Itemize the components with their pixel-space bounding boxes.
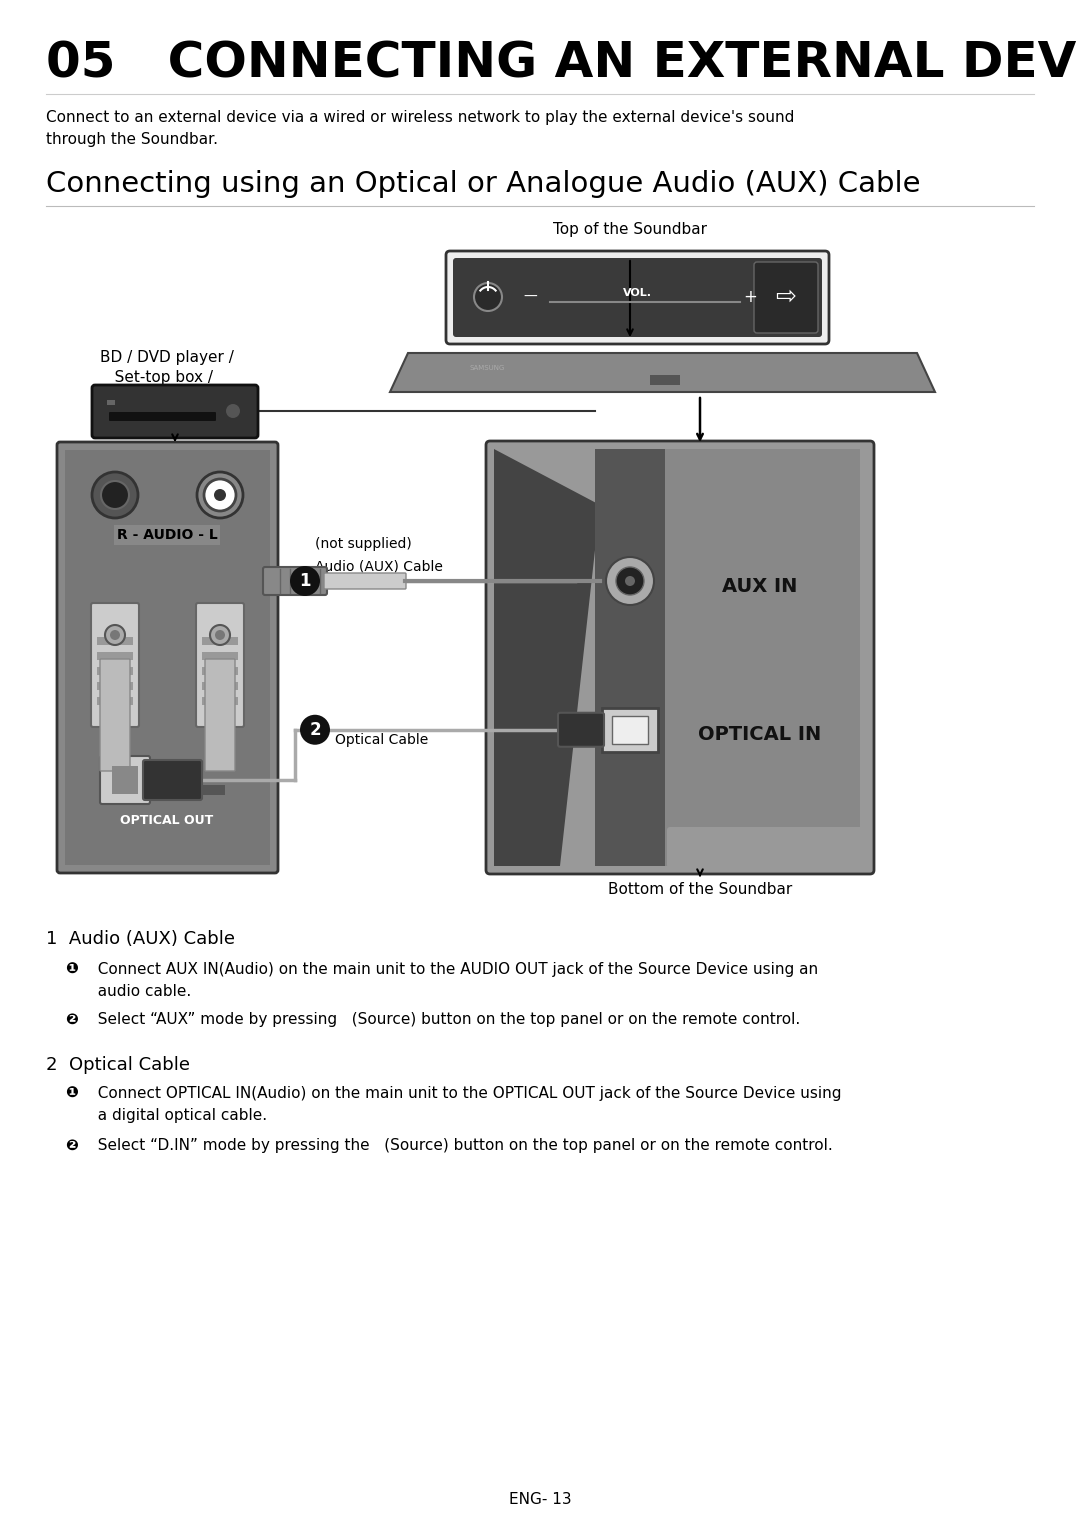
FancyBboxPatch shape — [486, 441, 874, 873]
FancyBboxPatch shape — [453, 257, 822, 337]
FancyBboxPatch shape — [100, 755, 150, 804]
Circle shape — [625, 576, 635, 587]
FancyBboxPatch shape — [558, 712, 604, 746]
FancyBboxPatch shape — [612, 715, 648, 743]
Text: Connect OPTICAL IN(Audio) on the main unit to the OPTICAL OUT jack of the Source: Connect OPTICAL IN(Audio) on the main un… — [87, 1086, 841, 1102]
Text: +: + — [743, 288, 757, 306]
Text: ENG- 13: ENG- 13 — [509, 1492, 571, 1507]
Text: 1  Audio (AUX) Cable: 1 Audio (AUX) Cable — [46, 930, 235, 948]
FancyBboxPatch shape — [195, 604, 244, 728]
Text: R - AUDIO - L: R - AUDIO - L — [117, 529, 217, 542]
FancyBboxPatch shape — [57, 443, 278, 873]
Text: Connect to an external device via a wired or wireless network to play the extern: Connect to an external device via a wire… — [46, 110, 795, 126]
FancyBboxPatch shape — [92, 385, 258, 438]
FancyBboxPatch shape — [595, 449, 665, 866]
FancyBboxPatch shape — [100, 659, 130, 771]
FancyBboxPatch shape — [202, 666, 238, 676]
Text: VOL.: VOL. — [622, 288, 651, 299]
Text: —: — — [523, 290, 537, 303]
Text: Select “AUX” mode by pressing   (Source) button on the top panel or on the remot: Select “AUX” mode by pressing (Source) b… — [87, 1013, 800, 1026]
FancyBboxPatch shape — [264, 567, 327, 594]
Text: 2: 2 — [309, 720, 321, 738]
FancyBboxPatch shape — [202, 637, 238, 645]
FancyBboxPatch shape — [202, 682, 238, 689]
Circle shape — [215, 630, 225, 640]
FancyBboxPatch shape — [595, 449, 860, 866]
FancyBboxPatch shape — [97, 637, 133, 645]
Text: a digital optical cable.: a digital optical cable. — [87, 1108, 267, 1123]
Text: Game console: Game console — [100, 391, 224, 404]
Text: SAMSUNG: SAMSUNG — [470, 365, 505, 371]
FancyBboxPatch shape — [324, 573, 406, 588]
FancyBboxPatch shape — [602, 708, 658, 752]
Text: (not supplied): (not supplied) — [315, 538, 411, 552]
Circle shape — [102, 481, 129, 509]
FancyBboxPatch shape — [91, 604, 139, 728]
FancyBboxPatch shape — [110, 784, 225, 795]
FancyBboxPatch shape — [97, 682, 133, 689]
Text: ❷: ❷ — [65, 1013, 78, 1026]
Text: BD / DVD player /: BD / DVD player / — [100, 349, 234, 365]
Text: Top of the Soundbar: Top of the Soundbar — [553, 222, 707, 237]
Circle shape — [204, 480, 237, 512]
Text: Bottom of the Soundbar: Bottom of the Soundbar — [608, 882, 792, 898]
Text: Connecting using an Optical or Analogue Audio (AUX) Cable: Connecting using an Optical or Analogue … — [46, 170, 920, 198]
Circle shape — [226, 404, 240, 418]
Text: audio cable.: audio cable. — [87, 984, 191, 999]
Circle shape — [291, 565, 320, 596]
Text: AUX IN: AUX IN — [723, 576, 798, 596]
Text: 05   CONNECTING AN EXTERNAL DEVICE: 05 CONNECTING AN EXTERNAL DEVICE — [46, 40, 1080, 87]
FancyBboxPatch shape — [202, 697, 238, 705]
Circle shape — [300, 715, 330, 745]
FancyBboxPatch shape — [446, 251, 829, 345]
FancyBboxPatch shape — [97, 697, 133, 705]
FancyBboxPatch shape — [650, 375, 680, 385]
FancyBboxPatch shape — [205, 659, 235, 771]
Circle shape — [197, 472, 243, 518]
Circle shape — [105, 625, 125, 645]
Text: ❶: ❶ — [65, 1086, 78, 1102]
FancyBboxPatch shape — [109, 412, 216, 421]
Circle shape — [110, 630, 120, 640]
FancyBboxPatch shape — [97, 666, 133, 676]
FancyBboxPatch shape — [754, 262, 818, 332]
Text: ❷: ❷ — [65, 1138, 78, 1154]
Polygon shape — [494, 449, 600, 866]
Circle shape — [606, 558, 654, 605]
Text: Set-top box /: Set-top box / — [100, 371, 213, 385]
FancyBboxPatch shape — [65, 450, 270, 866]
Text: ⇨: ⇨ — [775, 285, 797, 309]
FancyBboxPatch shape — [667, 827, 863, 869]
FancyBboxPatch shape — [112, 766, 138, 794]
Text: Optical Cable: Optical Cable — [335, 732, 429, 746]
Circle shape — [474, 283, 502, 311]
Polygon shape — [390, 352, 935, 392]
Circle shape — [210, 625, 230, 645]
FancyBboxPatch shape — [202, 653, 238, 660]
Text: ❶: ❶ — [65, 962, 78, 977]
Circle shape — [214, 489, 226, 501]
Text: Connect AUX IN(Audio) on the main unit to the AUDIO OUT jack of the Source Devic: Connect AUX IN(Audio) on the main unit t… — [87, 962, 819, 977]
Text: OPTICAL IN: OPTICAL IN — [699, 725, 822, 745]
FancyBboxPatch shape — [97, 653, 133, 660]
Text: 1: 1 — [299, 571, 311, 590]
FancyBboxPatch shape — [143, 760, 202, 800]
Text: through the Soundbar.: through the Soundbar. — [46, 132, 218, 147]
Text: 2  Optical Cable: 2 Optical Cable — [46, 1056, 190, 1074]
Text: Select “D.IN” mode by pressing the   (Source) button on the top panel or on the : Select “D.IN” mode by pressing the (Sour… — [87, 1138, 833, 1154]
FancyBboxPatch shape — [107, 400, 114, 404]
Circle shape — [616, 567, 644, 594]
Text: OPTICAL OUT: OPTICAL OUT — [120, 813, 214, 826]
Text: Audio (AUX) Cable: Audio (AUX) Cable — [315, 559, 443, 573]
Circle shape — [92, 472, 138, 518]
